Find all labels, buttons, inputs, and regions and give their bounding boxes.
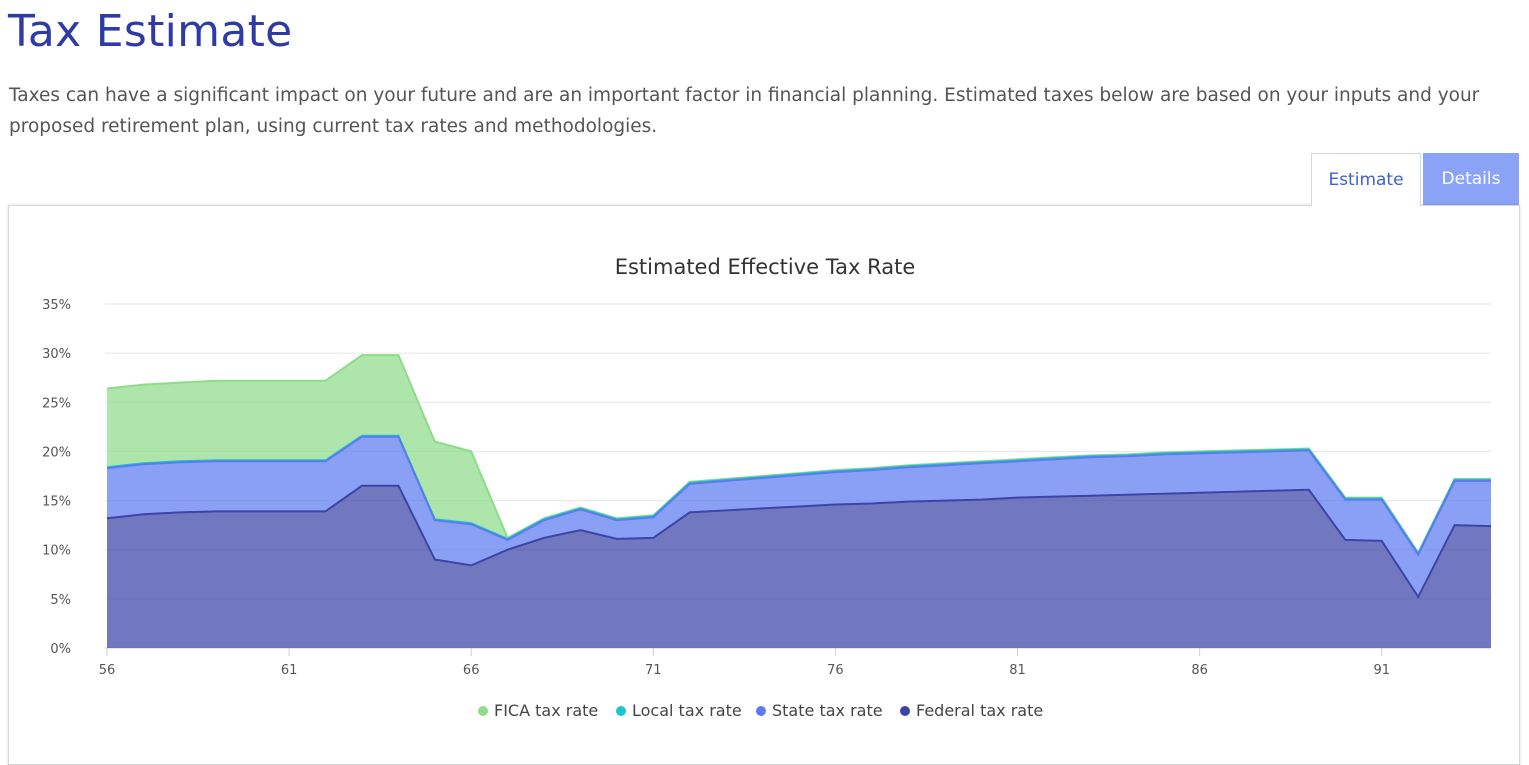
legend-marker — [900, 706, 910, 716]
x-tick-label: 61 — [281, 663, 298, 678]
fica-tax-rate-area — [107, 355, 1491, 554]
y-tick-label: 35% — [42, 298, 71, 313]
y-tick-label: 10% — [42, 544, 71, 559]
legend-label: State tax rate — [772, 701, 883, 720]
state-tax-rate-line — [106, 435, 1491, 557]
page-description: Taxes can have a significant impact on y… — [9, 85, 1480, 137]
legend-label: Federal tax rate — [916, 701, 1043, 720]
x-tick-label: 66 — [463, 663, 480, 678]
y-tick-label: 0% — [50, 642, 71, 657]
chart-title: Estimated Effective Tax Rate — [615, 255, 916, 279]
y-tick-label: 20% — [42, 445, 71, 460]
x-tick-label: 91 — [1373, 663, 1390, 678]
y-tick-label: 30% — [42, 347, 71, 362]
legend-label: Local tax rate — [632, 701, 742, 720]
federal-tax-rate-area — [107, 485, 1491, 648]
chart-panel: Estimated Effective Tax Rate 0% 5% 10% 15% 2… — [8, 205, 1520, 765]
legend-item-fica-tax-rate[interactable]: FICA tax rate — [478, 701, 598, 720]
tab-details[interactable]: Details — [1423, 153, 1519, 205]
legend-item-state-tax-rate[interactable]: State tax rate — [756, 701, 883, 720]
y-tick-label: 25% — [42, 396, 71, 411]
page-title: Tax Estimate — [8, 6, 293, 57]
legend-marker — [756, 706, 766, 716]
y-tick-label: 5% — [50, 593, 71, 608]
state-tax-rate-area — [107, 436, 1491, 597]
x-tick-label: 56 — [99, 663, 116, 678]
legend-label: FICA tax rate — [494, 701, 598, 720]
legend-marker — [616, 706, 626, 716]
legend-item-local-tax-rate[interactable]: Local tax rate — [616, 701, 742, 720]
y-tick-label: 15% — [42, 495, 71, 510]
x-tick-label: 71 — [645, 663, 662, 678]
federal-tax-rate-line — [106, 484, 1492, 599]
x-tick-label: 76 — [827, 663, 844, 678]
legend-marker — [478, 706, 488, 716]
legend-item-federal-tax-rate[interactable]: Federal tax rate — [900, 701, 1043, 720]
tab-estimate[interactable]: Estimate — [1311, 153, 1421, 206]
effective-tax-rate-chart: Estimated Effective Tax Rate 0% 5% 10% 15% 2… — [42, 255, 1492, 720]
x-tick-label: 86 — [1191, 663, 1208, 678]
x-tick-label: 81 — [1009, 663, 1026, 678]
